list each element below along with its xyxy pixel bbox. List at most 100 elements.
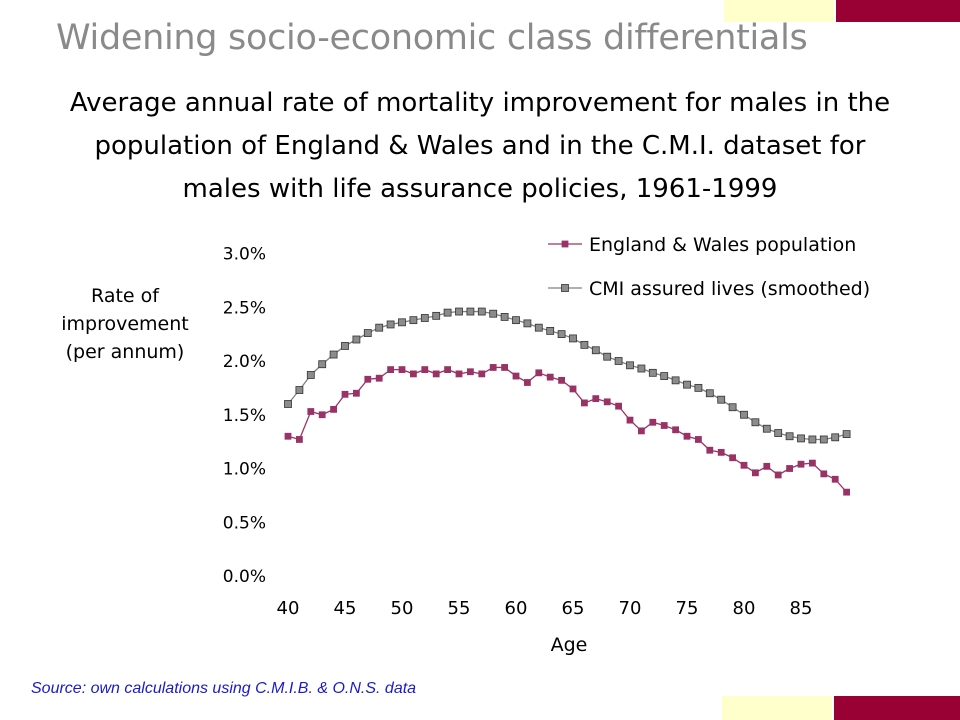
data-point (409, 370, 417, 378)
data-point (318, 411, 326, 419)
data-point (466, 307, 475, 316)
series-line (287, 366, 848, 493)
data-point (432, 311, 441, 320)
legend: England & Wales population CMI assured li… (548, 234, 870, 300)
data-point (820, 470, 828, 478)
data-point (352, 335, 361, 344)
data-point (432, 370, 440, 378)
x-tick-label: 85 (790, 598, 813, 619)
data-point (809, 459, 816, 467)
x-tick-label: 50 (391, 598, 414, 619)
y-axis-label: Rate of improvement (per annum) (61, 285, 189, 363)
series-lines (284, 307, 851, 496)
data-point (364, 375, 372, 383)
data-point (386, 320, 395, 329)
data-point (797, 434, 805, 443)
slide-title: Widening socio-economic class differenti… (56, 18, 808, 58)
data-point (295, 436, 303, 443)
y-axis-label-line: improvement (61, 313, 189, 335)
decor-block-maroon-top (836, 0, 960, 22)
data-point (649, 418, 657, 426)
data-point (648, 368, 657, 377)
legend-swatch-marker (561, 284, 569, 292)
data-point (330, 405, 338, 413)
subtitle-line: males with life assurance policies, 1961… (182, 174, 778, 204)
data-point (341, 342, 349, 350)
data-point (387, 366, 395, 374)
data-point (535, 369, 543, 377)
data-point (363, 329, 372, 337)
data-point (375, 323, 384, 332)
data-point (694, 383, 703, 392)
data-point (477, 307, 486, 316)
data-point (523, 319, 532, 328)
data-point (592, 395, 600, 403)
data-point (638, 427, 645, 435)
x-axis-label: Age (551, 634, 588, 656)
legend-swatch-marker (561, 240, 569, 248)
y-tick-label: 2.5% (223, 298, 266, 318)
x-tick-label: 65 (562, 598, 585, 619)
series-line (287, 310, 847, 441)
data-point (740, 410, 748, 419)
data-point (398, 318, 406, 327)
y-axis-label-line: (per annum) (66, 341, 185, 363)
data-point (819, 435, 828, 444)
subtitle-line: population of England & Wales and in the… (94, 131, 866, 161)
legend-entry: CMI assured lives (smoothed) (589, 278, 870, 300)
data-point (398, 366, 406, 374)
data-point (455, 307, 463, 316)
data-point (375, 374, 383, 382)
data-point (705, 389, 714, 398)
data-point (842, 430, 851, 439)
data-point (295, 386, 304, 394)
data-point (728, 403, 737, 412)
data-point (534, 323, 543, 332)
data-point (420, 314, 429, 322)
data-point (808, 435, 817, 444)
data-point (831, 475, 839, 483)
x-tick-label: 70 (619, 598, 642, 619)
data-point (443, 308, 452, 317)
x-tick-label: 40 (277, 598, 300, 619)
data-point (615, 402, 622, 410)
data-point (512, 316, 520, 325)
data-point (341, 390, 349, 398)
data-point (843, 488, 850, 496)
data-point (444, 366, 452, 374)
data-point (352, 389, 360, 397)
decor-block-maroon-bottom (834, 696, 960, 720)
data-point (614, 357, 623, 365)
data-point (683, 380, 691, 389)
data-point (786, 465, 793, 472)
y-tick-label: 0.5% (223, 513, 266, 533)
y-tick-label: 2.0% (223, 352, 266, 372)
y-tick-label: 3.0% (223, 245, 266, 265)
data-point (466, 368, 474, 376)
data-point (671, 376, 680, 385)
data-point (774, 429, 783, 437)
data-point (306, 371, 315, 379)
data-point (318, 360, 327, 369)
data-point (580, 340, 589, 349)
data-point (660, 372, 669, 380)
data-point (683, 432, 691, 440)
data-point (329, 350, 338, 359)
data-point (717, 395, 726, 404)
data-point (695, 436, 702, 443)
data-point (558, 376, 565, 384)
y-axis-label-line: Rate of (91, 285, 160, 307)
source-note: Source: own calculations using C.M.I.B. … (31, 680, 417, 697)
data-point (455, 370, 463, 378)
data-point (546, 326, 555, 335)
data-point (717, 448, 725, 456)
data-point (774, 471, 782, 479)
data-point (797, 460, 805, 468)
decor-block-cream-top (724, 0, 834, 22)
x-tick-label: 45 (334, 598, 357, 619)
data-point (729, 454, 736, 462)
data-point (740, 461, 748, 469)
data-point (637, 364, 646, 373)
data-point (603, 398, 611, 406)
